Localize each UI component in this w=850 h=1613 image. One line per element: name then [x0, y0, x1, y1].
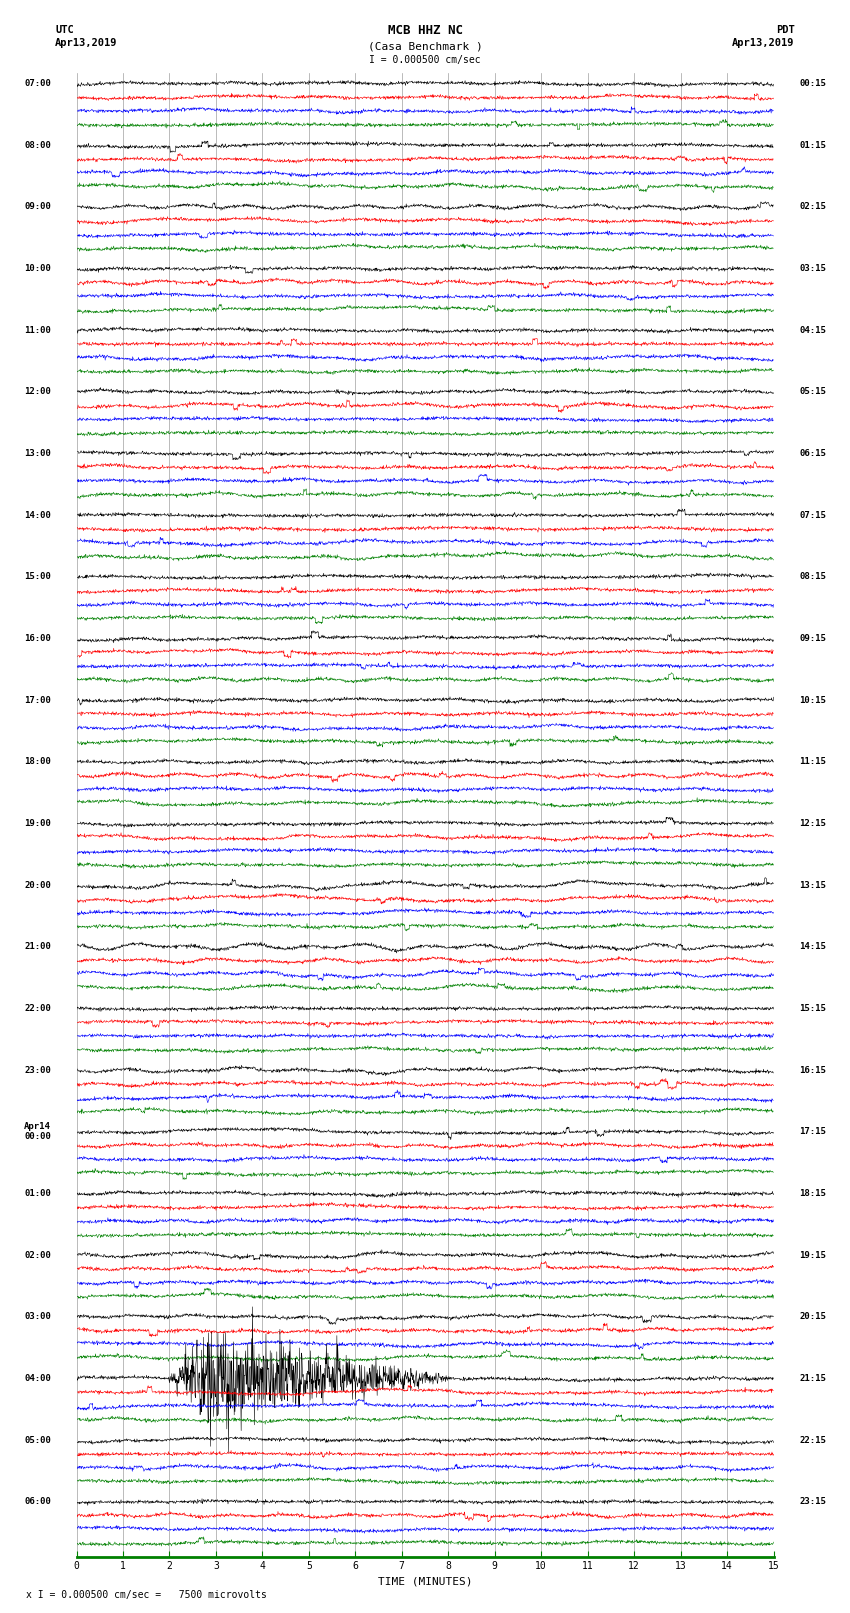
- Text: 07:15: 07:15: [799, 511, 826, 519]
- Text: Apr14
00:00: Apr14 00:00: [24, 1123, 51, 1142]
- Text: 15:00: 15:00: [24, 573, 51, 581]
- Text: 18:15: 18:15: [799, 1189, 826, 1198]
- Text: 21:15: 21:15: [799, 1374, 826, 1382]
- Text: 02:15: 02:15: [799, 202, 826, 211]
- Text: 08:00: 08:00: [24, 140, 51, 150]
- Text: 18:00: 18:00: [24, 758, 51, 766]
- Text: 22:00: 22:00: [24, 1003, 51, 1013]
- Text: 14:15: 14:15: [799, 942, 826, 952]
- Text: 16:15: 16:15: [799, 1066, 826, 1074]
- Text: 06:15: 06:15: [799, 448, 826, 458]
- Text: 10:15: 10:15: [799, 695, 826, 705]
- Text: 11:00: 11:00: [24, 326, 51, 334]
- Text: 01:00: 01:00: [24, 1189, 51, 1198]
- Text: 16:00: 16:00: [24, 634, 51, 644]
- Text: 04:15: 04:15: [799, 326, 826, 334]
- Text: 23:15: 23:15: [799, 1497, 826, 1507]
- Text: 12:00: 12:00: [24, 387, 51, 397]
- Text: 03:00: 03:00: [24, 1313, 51, 1321]
- Text: 15:15: 15:15: [799, 1003, 826, 1013]
- Text: 20:00: 20:00: [24, 881, 51, 890]
- X-axis label: TIME (MINUTES): TIME (MINUTES): [377, 1578, 473, 1587]
- Text: 08:15: 08:15: [799, 573, 826, 581]
- Text: 01:15: 01:15: [799, 140, 826, 150]
- Text: 09:15: 09:15: [799, 634, 826, 644]
- Text: x I = 0.000500 cm/sec =   7500 microvolts: x I = 0.000500 cm/sec = 7500 microvolts: [26, 1590, 266, 1600]
- Text: 00:15: 00:15: [799, 79, 826, 89]
- Text: 06:00: 06:00: [24, 1497, 51, 1507]
- Text: 13:15: 13:15: [799, 881, 826, 890]
- Text: I = 0.000500 cm/sec: I = 0.000500 cm/sec: [369, 55, 481, 65]
- Text: 17:00: 17:00: [24, 695, 51, 705]
- Text: 10:00: 10:00: [24, 265, 51, 273]
- Text: 20:15: 20:15: [799, 1313, 826, 1321]
- Text: 09:00: 09:00: [24, 202, 51, 211]
- Text: 19:00: 19:00: [24, 819, 51, 827]
- Text: 04:00: 04:00: [24, 1374, 51, 1382]
- Text: (Casa Benchmark ): (Casa Benchmark ): [367, 42, 483, 52]
- Text: 21:00: 21:00: [24, 942, 51, 952]
- Text: 22:15: 22:15: [799, 1436, 826, 1445]
- Text: 05:15: 05:15: [799, 387, 826, 397]
- Text: 17:15: 17:15: [799, 1127, 826, 1136]
- Text: 23:00: 23:00: [24, 1066, 51, 1074]
- Text: 14:00: 14:00: [24, 511, 51, 519]
- Text: 05:00: 05:00: [24, 1436, 51, 1445]
- Text: Apr13,2019: Apr13,2019: [732, 39, 795, 48]
- Text: MCB HHZ NC: MCB HHZ NC: [388, 24, 462, 37]
- Text: 03:15: 03:15: [799, 265, 826, 273]
- Text: 02:00: 02:00: [24, 1250, 51, 1260]
- Text: 11:15: 11:15: [799, 758, 826, 766]
- Text: 13:00: 13:00: [24, 448, 51, 458]
- Text: 07:00: 07:00: [24, 79, 51, 89]
- Text: 19:15: 19:15: [799, 1250, 826, 1260]
- Text: 12:15: 12:15: [799, 819, 826, 827]
- Text: UTC: UTC: [55, 26, 74, 35]
- Text: PDT: PDT: [776, 26, 795, 35]
- Text: Apr13,2019: Apr13,2019: [55, 39, 118, 48]
